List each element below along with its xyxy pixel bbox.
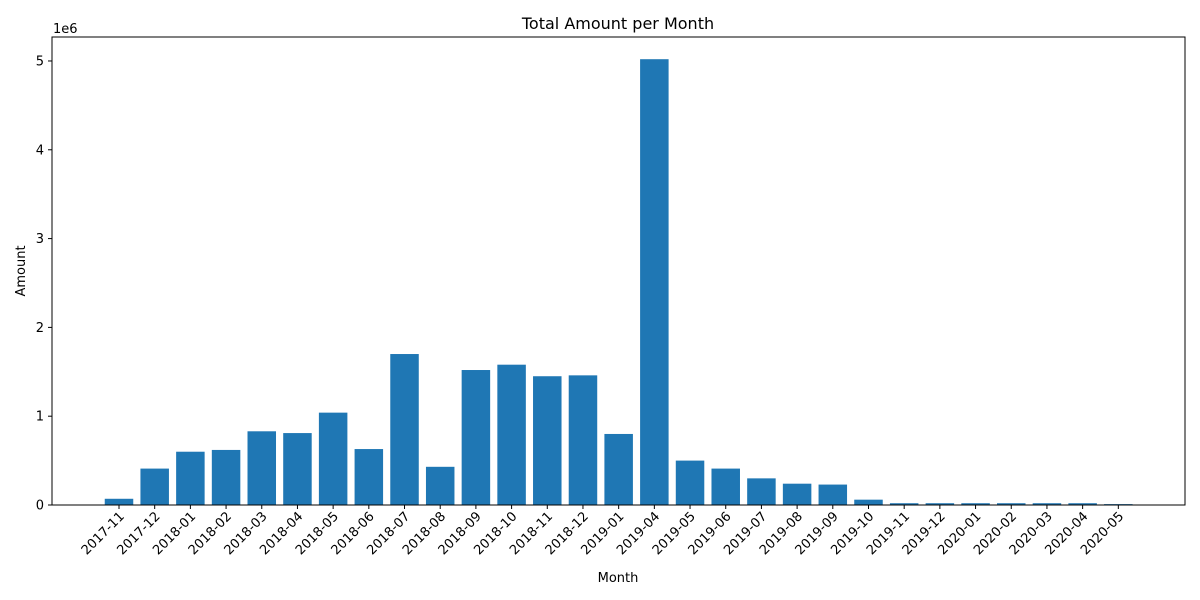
bar-2020-01 bbox=[961, 503, 990, 505]
chart-title: Total Amount per Month bbox=[521, 14, 714, 33]
bar-2020-02 bbox=[997, 503, 1026, 505]
bar-2018-01 bbox=[176, 451, 205, 505]
bar-2019-09 bbox=[818, 484, 848, 505]
bar-2019-05 bbox=[675, 460, 705, 505]
y-axis-label: Amount bbox=[14, 245, 29, 296]
bar-2017-11 bbox=[104, 498, 134, 505]
x-axis-label: Month bbox=[598, 571, 639, 586]
bar-2018-03 bbox=[247, 431, 277, 505]
x-ticks-group: 2017-112017-122018-012018-022018-032018-… bbox=[79, 505, 1127, 558]
y-tick-label: 4 bbox=[36, 143, 44, 158]
bar-2020-03 bbox=[1032, 503, 1062, 505]
bar-2018-10 bbox=[497, 364, 526, 505]
y-tick-label: 3 bbox=[36, 232, 44, 247]
y-tick-label: 5 bbox=[36, 54, 44, 69]
bar-2019-01 bbox=[604, 433, 633, 505]
bar-2019-12 bbox=[925, 503, 955, 505]
bar-2018-11 bbox=[533, 376, 562, 505]
y-tick-label: 2 bbox=[36, 321, 44, 336]
y-tick-label: 1 bbox=[36, 410, 44, 425]
bar-2020-04 bbox=[1068, 503, 1097, 505]
bar-2019-06 bbox=[711, 468, 740, 505]
bar-2019-10 bbox=[854, 499, 883, 505]
plot-frame bbox=[51, 36, 1186, 506]
bar-2018-02 bbox=[211, 449, 241, 505]
y-axis-offset-label: 1e6 bbox=[53, 22, 78, 37]
bar-2019-07 bbox=[747, 478, 776, 505]
bar-2019-08 bbox=[782, 483, 812, 505]
y-tick-label: 0 bbox=[36, 499, 44, 514]
bar-2018-08 bbox=[425, 466, 455, 505]
y-ticks-group: 0 1 2 3 4 5 bbox=[36, 54, 52, 514]
bar-2017-12 bbox=[140, 468, 169, 505]
bar-2018-05 bbox=[318, 412, 348, 505]
bar-2019-04 bbox=[640, 59, 669, 505]
bar-2019-11 bbox=[889, 503, 919, 505]
bar-2018-09 bbox=[461, 370, 491, 505]
bar-2018-12 bbox=[568, 375, 598, 505]
bar-2018-04 bbox=[283, 433, 312, 505]
bar-2018-07 bbox=[390, 354, 419, 505]
bar-2018-06 bbox=[354, 449, 384, 505]
bars-group bbox=[104, 59, 1133, 505]
